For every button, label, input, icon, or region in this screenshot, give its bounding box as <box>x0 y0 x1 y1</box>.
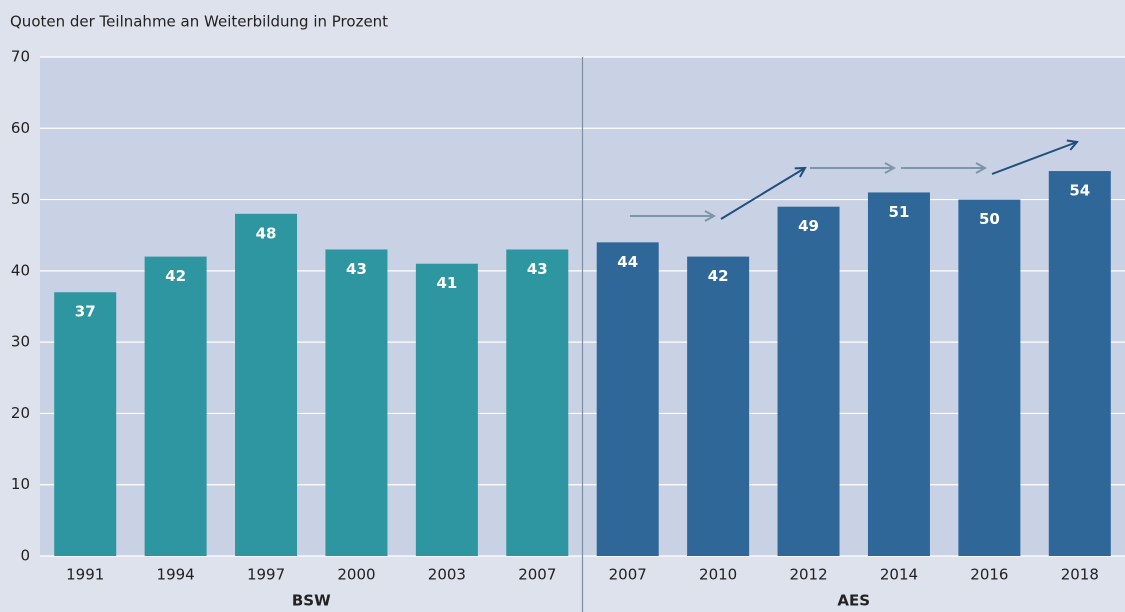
x-tick-label: 2012 <box>789 566 827 584</box>
bar <box>415 263 478 556</box>
bar <box>777 206 840 556</box>
y-tick-label: 0 <box>20 547 30 565</box>
y-tick-label: 70 <box>11 48 30 66</box>
x-tick-label: 2003 <box>428 566 466 584</box>
bar <box>144 256 207 556</box>
group-label: AES <box>837 592 870 610</box>
group-label: BSW <box>292 592 331 610</box>
value-label: 41 <box>436 274 457 292</box>
y-tick-label: 40 <box>11 261 30 279</box>
value-label: 43 <box>346 260 367 278</box>
value-label: 42 <box>708 267 729 285</box>
x-tick-label: 1994 <box>157 566 195 584</box>
value-label: 43 <box>527 260 548 278</box>
x-tick-label: 2014 <box>880 566 918 584</box>
x-tick-label: 2007 <box>518 566 556 584</box>
value-label: 48 <box>256 224 277 242</box>
x-tick-label: 2010 <box>699 566 737 584</box>
value-label: 51 <box>889 203 910 221</box>
bar <box>958 199 1021 557</box>
marks: 0 10 20 30 40 50 60 70 1991 1994 1997 2000 2003 2007 2… <box>11 48 1125 612</box>
x-tick-label: 1997 <box>247 566 285 584</box>
arrow <box>720 168 805 220</box>
chart-title: Quoten der Teilnahme an Weiterbildung in… <box>10 13 388 31</box>
y-tick-label: 20 <box>11 404 30 422</box>
bar <box>325 249 388 556</box>
value-label: 37 <box>75 303 96 321</box>
arrow <box>991 142 1077 175</box>
y-tick-label: 30 <box>11 333 30 351</box>
x-tick-label: 1991 <box>66 566 104 584</box>
bar <box>687 256 750 556</box>
value-label: 50 <box>979 210 1000 228</box>
value-label: 44 <box>617 253 638 271</box>
value-label: 49 <box>798 217 819 235</box>
bar <box>867 192 930 556</box>
x-tick-label: 2000 <box>337 566 375 584</box>
value-label: 42 <box>165 267 186 285</box>
x-tick-label: 2007 <box>609 566 647 584</box>
bar <box>1048 171 1111 557</box>
x-tick-label: 2016 <box>970 566 1008 584</box>
bar <box>506 249 569 556</box>
y-tick-label: 60 <box>11 119 30 137</box>
bar <box>235 213 298 557</box>
y-tick-label: 50 <box>11 190 30 208</box>
bar <box>54 292 117 556</box>
value-label: 54 <box>1069 182 1090 200</box>
bar <box>596 242 659 557</box>
y-tick-label: 10 <box>11 475 30 493</box>
x-tick-label: 2018 <box>1061 566 1099 584</box>
trend-arrows <box>630 142 1077 219</box>
